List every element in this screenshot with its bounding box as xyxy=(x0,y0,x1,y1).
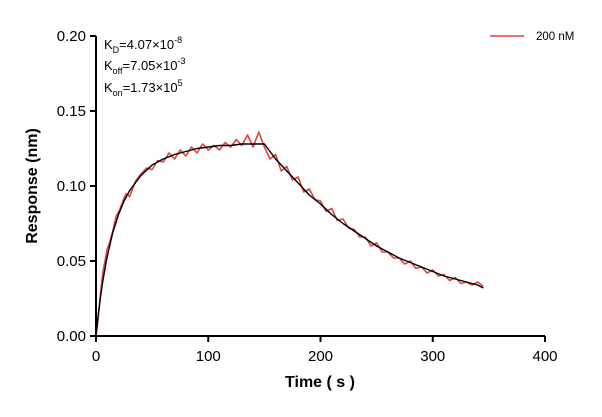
legend: 200 nM xyxy=(490,31,574,43)
x-tick-label: 300 xyxy=(420,348,445,365)
koff-annotation: Koff=7.05×10-3 xyxy=(104,56,185,76)
series-line-200nm xyxy=(95,131,484,337)
koff-sub: off xyxy=(113,66,123,76)
kon-main: K xyxy=(104,80,113,95)
koff-text: =7.05×10 xyxy=(123,58,178,73)
fit-curve-line xyxy=(95,143,484,337)
y-axis-title: Response (nm) xyxy=(24,128,41,244)
ticks-layer: 0 100 200 300 400 0.00 0.05 0.10 0.15 0.20 xyxy=(57,28,558,365)
x-tick-label: 400 xyxy=(532,348,557,365)
kd-main: K xyxy=(104,37,113,52)
kon-text: =1.73×10 xyxy=(123,80,178,95)
legend-label-200nm: 200 nM xyxy=(536,31,574,43)
kd-exp: -8 xyxy=(174,35,182,45)
kd-text: =4.07×10 xyxy=(119,37,174,52)
kon-sub: on xyxy=(113,88,123,98)
x-tick-label: 200 xyxy=(308,348,333,365)
kd-sub: D xyxy=(113,45,120,55)
y-tick-label: 0.10 xyxy=(57,178,86,195)
koff-exp: -3 xyxy=(177,56,185,66)
x-axis-title: Time ( s ) xyxy=(285,374,355,391)
x-tick-label: 0 xyxy=(92,348,100,365)
y-tick-label: 0.00 xyxy=(57,328,86,345)
y-tick-label: 0.15 xyxy=(57,103,86,120)
x-tick-label: 100 xyxy=(196,348,221,365)
y-tick-label: 0.20 xyxy=(57,28,86,45)
kon-annotation: Kon=1.73×105 xyxy=(104,78,183,98)
series-layer xyxy=(95,131,484,337)
koff-main: K xyxy=(104,58,113,73)
kon-exp: 5 xyxy=(178,78,183,88)
kd-annotation: KD=4.07×10-8 xyxy=(104,35,182,55)
y-tick-label: 0.05 xyxy=(57,253,86,270)
